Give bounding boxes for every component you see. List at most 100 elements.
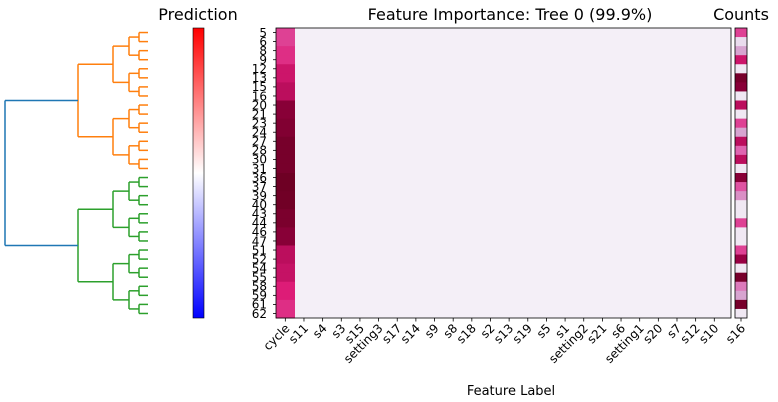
- counts-cell: [735, 109, 747, 120]
- y-tick-label: 13: [252, 71, 267, 85]
- y-tick-label: 24: [252, 126, 267, 140]
- heatmap-cell: [276, 82, 295, 92]
- x-tick-label: s19: [510, 321, 535, 346]
- y-tick-label: 15: [252, 80, 267, 94]
- heatmap-cell: [276, 245, 295, 256]
- heatmap-cell: [276, 254, 295, 265]
- y-tick-label: 61: [252, 298, 267, 312]
- counts-cell: [735, 200, 747, 210]
- counts-cell: [735, 55, 747, 65]
- counts-cell: [735, 209, 747, 219]
- y-tick-label: 12: [252, 62, 267, 76]
- y-tick-label: 43: [252, 207, 267, 221]
- counts-cell: [735, 227, 747, 237]
- heatmap-cell: [276, 136, 295, 147]
- x-axis-label: Feature Label: [467, 384, 555, 399]
- counts-cell: [735, 91, 747, 101]
- counts-cell: [735, 37, 747, 47]
- y-tick-label: 39: [252, 189, 267, 203]
- heatmap-cell: [276, 28, 295, 38]
- heatmap-cell: [276, 118, 295, 129]
- heatmap-cell: [276, 173, 295, 183]
- counts-cell: [735, 290, 747, 301]
- y-tick-label: 37: [252, 180, 267, 194]
- x-tick-label: s21: [584, 321, 609, 346]
- prediction-title: Prediction: [158, 5, 237, 24]
- heatmap-cell: [276, 46, 295, 56]
- x-tick-labels: cycles11s4s3s15setting3s17s14s9s8s18s2s1…: [261, 318, 748, 366]
- y-tick-label: 36: [252, 171, 267, 185]
- counts-cell: [735, 127, 747, 138]
- heatmap-cell: [276, 127, 295, 138]
- counts-cell: [735, 173, 747, 183]
- heatmap-cell: [276, 109, 295, 120]
- counts-cell: [735, 281, 747, 292]
- counts-cell: [735, 182, 747, 192]
- y-tick-labels: 5689121315162021232427283031363739404344…: [252, 26, 276, 321]
- counts-cell: [735, 218, 747, 228]
- counts-cell: [735, 308, 747, 319]
- heatmap-cell: [276, 281, 295, 292]
- x-tick-label: s16: [723, 321, 748, 346]
- y-tick-label: 47: [252, 234, 267, 248]
- heatmap-cell: [276, 209, 295, 219]
- heatmap-cell: [276, 218, 295, 228]
- x-tick-label: s5: [534, 321, 554, 341]
- heatmap-cell: [276, 64, 295, 74]
- counts-cell: [735, 145, 747, 156]
- counts-cell: [735, 254, 747, 265]
- heatmap-cell: [276, 191, 295, 201]
- heatmap-cell: [276, 200, 295, 210]
- counts-strip: [734, 27, 748, 319]
- heatmap-cell: [276, 145, 295, 156]
- heatmap-cell: [276, 154, 295, 165]
- heatmap-cell: [276, 91, 295, 101]
- y-tick-label: 62: [252, 307, 267, 321]
- counts-cell: [735, 100, 747, 111]
- heatmap-cell: [276, 37, 295, 47]
- y-tick-label: 5: [259, 26, 267, 40]
- heatmap-cell: [276, 55, 295, 65]
- dendrogram: [4, 31, 148, 315]
- y-tick-label: 55: [252, 271, 267, 285]
- counts-cell: [735, 64, 747, 74]
- y-tick-label: 6: [259, 35, 267, 49]
- x-tick-label: s20: [640, 321, 665, 346]
- y-tick-label: 27: [252, 135, 267, 149]
- counts-title: Counts: [713, 5, 769, 24]
- x-tick-label: s10: [696, 321, 721, 346]
- x-tick-label: s11: [286, 321, 311, 346]
- counts-cell: [735, 163, 747, 174]
- y-tick-label: 28: [252, 144, 267, 158]
- heatmap-cell: [276, 236, 295, 246]
- y-tick-label: 58: [252, 280, 267, 294]
- heatmap-title: Feature Importance: Tree 0 (99.9%): [368, 5, 653, 24]
- counts-cell: [735, 299, 747, 310]
- heatmap-cell: [276, 227, 295, 237]
- prediction-colorbar: [192, 27, 205, 319]
- heatmap-cell: [276, 290, 295, 301]
- heatmap-cell: [276, 299, 295, 310]
- y-tick-label: 51: [252, 243, 267, 257]
- y-tick-label: 52: [252, 252, 267, 266]
- heatmap-cell: [276, 73, 295, 83]
- counts-cell: [735, 263, 747, 274]
- counts-cell: [735, 154, 747, 165]
- counts-cell: [735, 73, 747, 83]
- y-tick-label: 31: [252, 162, 267, 176]
- heatmap-cell: [276, 308, 295, 319]
- x-tick-label: s4: [310, 321, 330, 341]
- counts-cell: [735, 118, 747, 129]
- y-tick-label: 54: [252, 261, 267, 275]
- y-tick-label: 30: [252, 153, 267, 167]
- y-tick-label: 40: [252, 198, 267, 212]
- y-tick-label: 44: [252, 216, 267, 230]
- heatmap-cell-block: [295, 28, 731, 318]
- feature-importance-heatmap: [275, 27, 732, 319]
- prediction-colorbar-fill: [192, 27, 205, 319]
- y-tick-label: 16: [252, 89, 267, 103]
- y-tick-label: 9: [259, 53, 267, 67]
- heatmap-frame: [275, 27, 732, 319]
- counts-cell: [735, 245, 747, 256]
